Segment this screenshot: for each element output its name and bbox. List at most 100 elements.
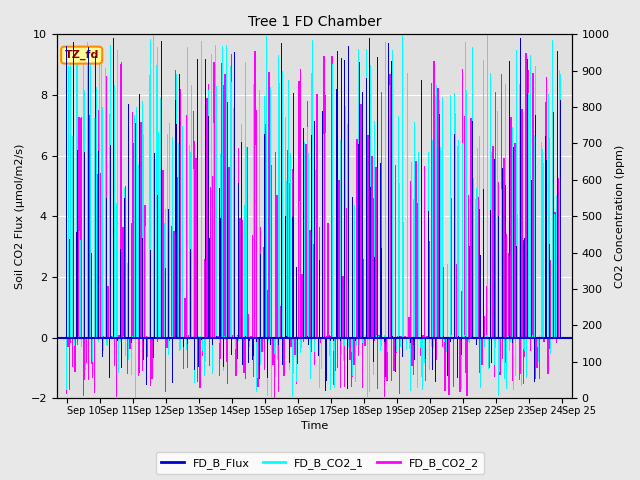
Bar: [269, 308, 271, 337]
Bar: [282, 71, 283, 337]
Bar: [367, 337, 369, 397]
Bar: [409, 337, 410, 349]
Bar: [131, 223, 132, 337]
Legend: FD_B_Flux, FD_B_CO2_1, FD_B_CO2_2: FD_B_Flux, FD_B_CO2_1, FD_B_CO2_2: [156, 453, 484, 474]
Bar: [391, 80, 392, 337]
Bar: [461, 291, 462, 337]
Bar: [182, 140, 183, 337]
Bar: [93, 337, 95, 393]
Bar: [271, 337, 272, 396]
Bar: [518, 337, 520, 380]
Bar: [289, 337, 290, 370]
Bar: [206, 98, 207, 337]
Bar: [444, 337, 445, 391]
Bar: [326, 336, 327, 337]
Bar: [447, 264, 448, 337]
Bar: [121, 62, 122, 337]
Bar: [256, 109, 257, 337]
Bar: [285, 139, 286, 337]
Bar: [395, 337, 396, 351]
Bar: [156, 65, 157, 337]
Bar: [88, 337, 90, 380]
Bar: [479, 136, 480, 337]
Text: TZ_fd: TZ_fd: [65, 50, 99, 60]
Bar: [500, 73, 502, 337]
Bar: [387, 337, 388, 352]
Bar: [509, 337, 510, 351]
Bar: [465, 337, 466, 373]
Bar: [486, 286, 487, 337]
Bar: [273, 337, 274, 365]
Bar: [421, 337, 422, 377]
Bar: [286, 181, 287, 337]
Bar: [248, 314, 249, 337]
Bar: [198, 336, 199, 337]
Bar: [538, 337, 539, 361]
Bar: [429, 337, 430, 370]
Bar: [367, 135, 369, 337]
Bar: [428, 175, 429, 337]
Bar: [73, 57, 74, 337]
Bar: [121, 337, 122, 351]
Bar: [142, 101, 143, 337]
Bar: [529, 337, 531, 351]
Bar: [111, 336, 113, 337]
Bar: [488, 337, 490, 368]
Bar: [118, 337, 120, 372]
Bar: [369, 337, 370, 392]
Bar: [299, 201, 300, 337]
Bar: [323, 134, 324, 337]
Bar: [494, 337, 495, 365]
Bar: [108, 286, 109, 337]
Bar: [520, 108, 521, 337]
Bar: [465, 42, 466, 337]
Bar: [198, 337, 200, 343]
Bar: [515, 144, 516, 337]
Bar: [139, 337, 140, 373]
Bar: [542, 149, 543, 337]
Bar: [129, 337, 131, 349]
Bar: [451, 198, 452, 337]
Bar: [504, 157, 505, 337]
Bar: [226, 45, 227, 337]
Bar: [159, 120, 161, 337]
Bar: [354, 205, 355, 337]
Bar: [531, 276, 532, 337]
Bar: [397, 116, 399, 337]
Bar: [157, 337, 158, 342]
Bar: [307, 101, 308, 337]
Bar: [495, 337, 496, 348]
Bar: [536, 337, 538, 368]
Bar: [548, 337, 550, 349]
Bar: [556, 337, 557, 343]
Bar: [508, 253, 509, 337]
Bar: [170, 226, 172, 337]
Bar: [550, 337, 551, 354]
Bar: [494, 337, 495, 377]
Bar: [80, 240, 81, 337]
Bar: [439, 100, 440, 337]
Bar: [234, 112, 235, 337]
Bar: [469, 337, 470, 341]
Bar: [417, 337, 418, 388]
Bar: [369, 337, 370, 342]
Bar: [125, 337, 126, 356]
Bar: [481, 337, 483, 365]
Bar: [290, 337, 292, 347]
Bar: [516, 50, 517, 337]
Bar: [443, 336, 444, 337]
Bar: [168, 268, 169, 337]
Bar: [499, 337, 500, 372]
Bar: [287, 80, 289, 337]
Bar: [278, 337, 279, 392]
Bar: [360, 104, 362, 337]
Bar: [68, 337, 70, 390]
Bar: [242, 220, 243, 337]
Bar: [239, 218, 241, 337]
Bar: [457, 146, 458, 337]
Bar: [458, 140, 459, 337]
Bar: [550, 260, 552, 337]
Bar: [179, 337, 180, 350]
Bar: [264, 337, 266, 370]
Bar: [300, 69, 301, 337]
